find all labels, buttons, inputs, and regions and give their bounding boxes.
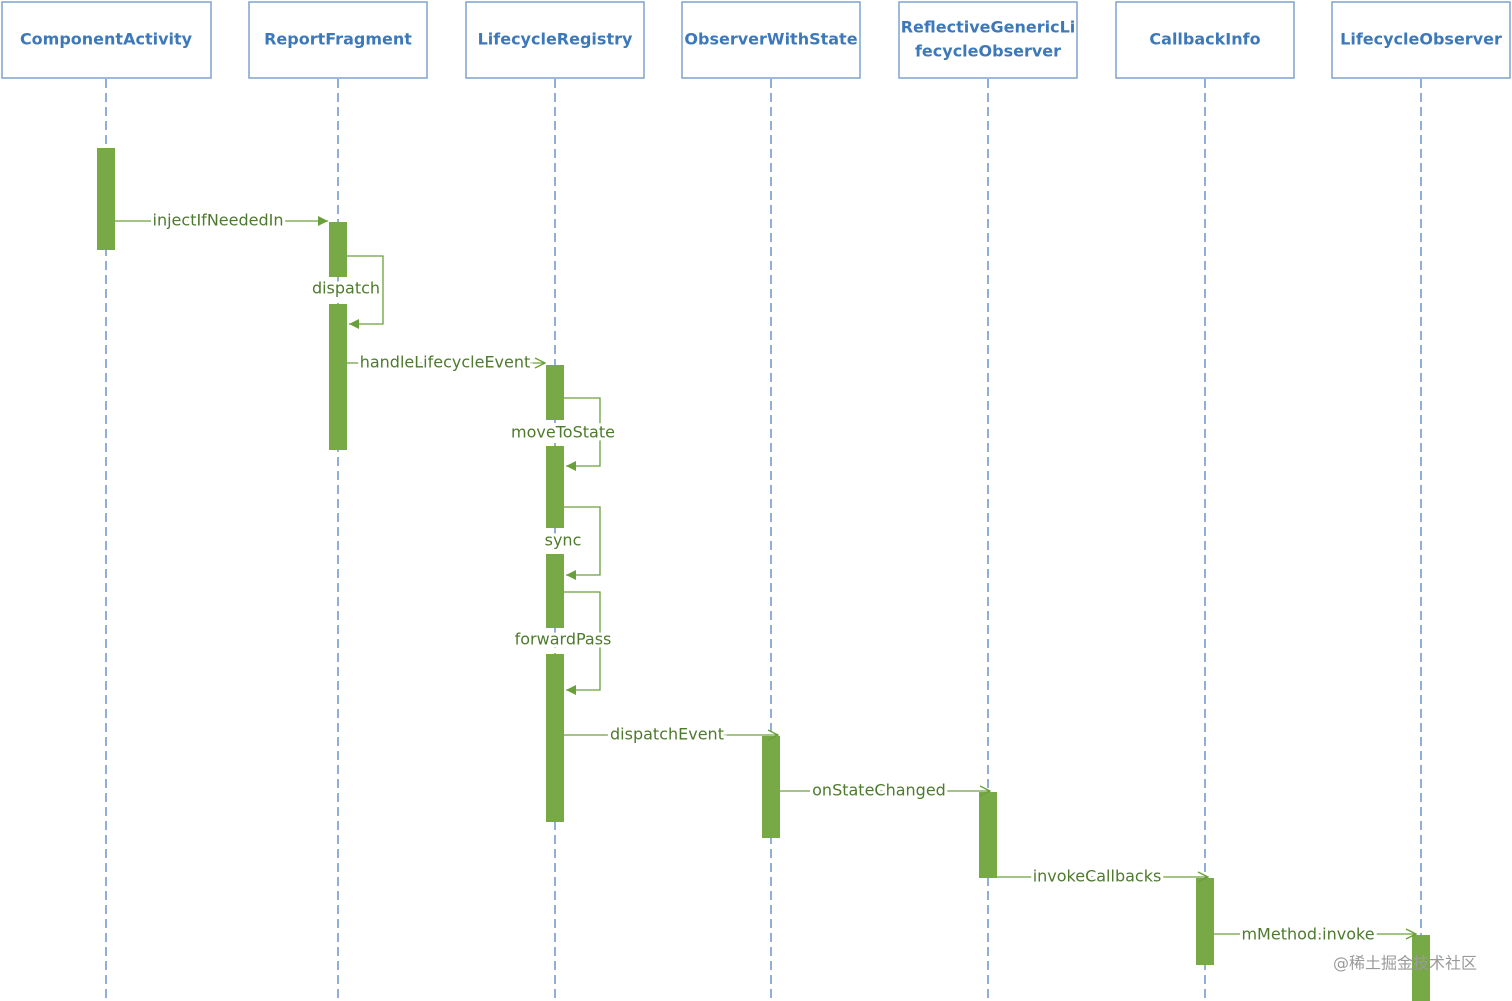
message-label: invokeCallbacks (1033, 867, 1162, 886)
participant-box (1115, 1, 1295, 79)
message-label: forwardPass (515, 630, 612, 649)
activation-bar (546, 365, 564, 420)
activation-bar (1196, 878, 1214, 965)
message-label: mMethod.invoke (1241, 925, 1374, 944)
participant-box (898, 1, 1078, 79)
participant-label: ReportFragment (264, 30, 412, 49)
activation-bar (546, 446, 564, 528)
activation-bar (1412, 935, 1430, 1001)
activation-bar (546, 554, 564, 628)
participant-label: CallbackInfo (1149, 30, 1260, 49)
message-label: moveToState (511, 423, 615, 442)
watermark: @稀土掘金技术社区 (1333, 954, 1477, 973)
activation-bar (762, 736, 780, 838)
activations (97, 148, 1430, 1001)
activation-bar (546, 654, 564, 822)
participant-box (248, 1, 428, 79)
message-label: sync (545, 531, 582, 550)
activation-bar (329, 222, 347, 277)
participant-label: ComponentActivity (20, 30, 193, 49)
self-call-arrow (564, 506, 601, 580)
activation-bar (97, 148, 115, 250)
message-label: onStateChanged (812, 781, 946, 800)
self-call-arrow (347, 255, 384, 329)
self-call-arrow (564, 397, 601, 471)
message-label: dispatch (312, 279, 380, 298)
participant-label: ObserverWithState (684, 30, 857, 49)
message-label: injectIfNeededIn (153, 211, 284, 230)
participant-box (465, 1, 645, 79)
participant-box (1, 1, 212, 79)
activation-bar (329, 304, 347, 450)
activation-bar (979, 792, 997, 878)
participant-label: ReflectiveGenericLi (901, 18, 1076, 37)
participants: ComponentActivity ReportFragment Lifecyc… (1, 1, 1511, 79)
lifelines (105, 79, 1422, 1001)
participant-label: fecycleObserver (915, 42, 1061, 61)
participant-label: LifecycleObserver (1340, 30, 1502, 49)
self-call-arrow (564, 591, 601, 695)
participant-box (1331, 1, 1511, 79)
message-label: dispatchEvent (610, 725, 724, 744)
participant-label: LifecycleRegistry (478, 30, 633, 49)
participant-box (681, 1, 861, 79)
messages: injectIfNeededIn dispatch handleLifecycl… (115, 208, 1416, 947)
message-label: handleLifecycleEvent (360, 353, 531, 372)
